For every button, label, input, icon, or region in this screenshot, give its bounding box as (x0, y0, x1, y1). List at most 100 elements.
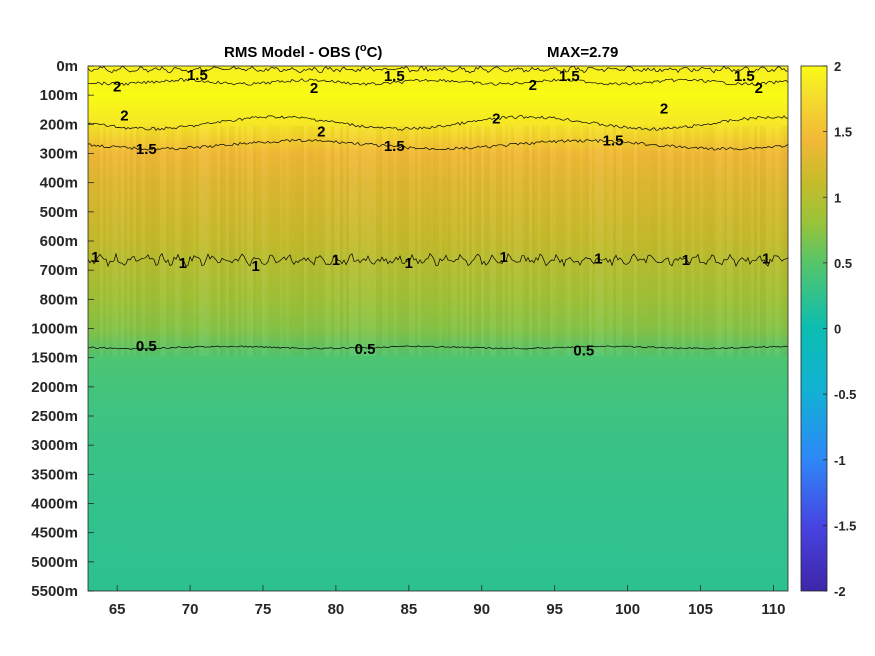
y-tick-label: 2500m (31, 408, 78, 425)
y-tick-label: 400m (40, 175, 78, 192)
heatmap-streak (397, 126, 400, 356)
heatmap-streak (352, 126, 355, 356)
heatmap-streak (700, 126, 703, 356)
heatmap-streak (763, 126, 766, 356)
heatmap-streak (736, 126, 739, 356)
heatmap-streak (148, 126, 151, 356)
heatmap-streak (787, 126, 790, 356)
heatmap-streak (208, 126, 211, 356)
heatmap-streak (469, 126, 472, 356)
heatmap-streak (610, 126, 613, 356)
heatmap-streak (661, 126, 664, 356)
heatmap-streak (238, 126, 241, 356)
heatmap-streak (277, 126, 280, 356)
heatmap-streak (373, 126, 376, 356)
contour-line-1_5 (88, 66, 788, 74)
heatmap-streak (529, 126, 532, 356)
heatmap-streak (340, 126, 343, 356)
heatmap-streak (601, 126, 604, 356)
heatmap-streak (385, 126, 388, 356)
heatmap-streak (481, 126, 484, 356)
heatmap-streak (715, 126, 718, 356)
contour-label-1: 1 (332, 252, 340, 269)
heatmap-streak (280, 126, 283, 356)
heatmap-streak (229, 126, 232, 356)
heatmap-streak (358, 126, 361, 356)
heatmap-streak (145, 126, 148, 356)
heatmap-streak (133, 126, 136, 356)
heatmap-streak (349, 126, 352, 356)
heatmap-streak (685, 126, 688, 356)
heatmap-streak (181, 126, 184, 356)
heatmap-streak (337, 126, 340, 356)
heatmap-streak (394, 126, 397, 356)
contour-label-0_5: 0.5 (573, 342, 594, 359)
heatmap-streak (667, 126, 670, 356)
heatmap-streak (472, 126, 475, 356)
contour-label-2: 2 (492, 111, 500, 128)
x-tick-label: 75 (255, 601, 272, 618)
contour-label-1_5: 1.5 (384, 68, 405, 85)
contour-label-2: 2 (310, 80, 318, 97)
y-tick-label: 1000m (31, 321, 78, 338)
heatmap-streak (103, 126, 106, 356)
heatmap-streak (199, 126, 202, 356)
heatmap-streak (775, 126, 778, 356)
heatmap-streak (517, 126, 520, 356)
heatmap-streak (676, 126, 679, 356)
y-tick-label: 4000m (31, 496, 78, 513)
heatmap-streak (334, 126, 337, 356)
heatmap-streak (196, 126, 199, 356)
heatmap-streak (388, 126, 391, 356)
heatmap-streak (424, 126, 427, 356)
heatmap-streak (484, 126, 487, 356)
heatmap-streak (355, 126, 358, 356)
heatmap-streak (643, 126, 646, 356)
colorbar-tick-label: -0.5 (834, 387, 856, 402)
heatmap-streak (274, 126, 277, 356)
heatmap-streak (754, 126, 757, 356)
heatmap-streak (97, 126, 100, 356)
heatmap-streak (136, 126, 139, 356)
contour-label-1: 1 (762, 251, 770, 268)
heatmap-streak (640, 126, 643, 356)
heatmap-streak (760, 126, 763, 356)
heatmap-streak (646, 126, 649, 356)
colorbar (801, 66, 827, 591)
heatmap-streak (304, 126, 307, 356)
heatmap-streak (118, 126, 121, 356)
heatmap-streak (649, 126, 652, 356)
contour-line-1_5 (88, 138, 788, 151)
heatmap-streak (112, 126, 115, 356)
heatmap-streak (283, 126, 286, 356)
heatmap-streak (493, 126, 496, 356)
heatmap-streak (250, 126, 253, 356)
heatmap-streak (514, 126, 517, 356)
heatmap-streak (127, 126, 130, 356)
heatmap-streak (709, 126, 712, 356)
heatmap-streak (418, 126, 421, 356)
heatmap-streak (142, 126, 145, 356)
contour-label-1_5: 1.5 (603, 132, 624, 149)
colorbar-tick-label: 1 (834, 190, 841, 205)
heatmap-streak (748, 126, 751, 356)
heatmap-streak (616, 126, 619, 356)
heatmap-streak (307, 126, 310, 356)
heatmap-streak (523, 126, 526, 356)
heatmap-streak (766, 126, 769, 356)
heatmap-streak (652, 126, 655, 356)
heatmap-streak (319, 126, 322, 356)
heatmap-streak (673, 126, 676, 356)
heatmap-streak (322, 126, 325, 356)
heatmap-streak (166, 126, 169, 356)
contour-label-1_5: 1.5 (136, 141, 157, 158)
heatmap-streak (214, 126, 217, 356)
heatmap-streak (400, 126, 403, 356)
heatmap-streak (772, 126, 775, 356)
x-tick-label: 70 (182, 601, 199, 618)
heatmap-streak (448, 126, 451, 356)
heatmap-streak (697, 126, 700, 356)
heatmap-streak (121, 126, 124, 356)
heatmap-streak (613, 126, 616, 356)
